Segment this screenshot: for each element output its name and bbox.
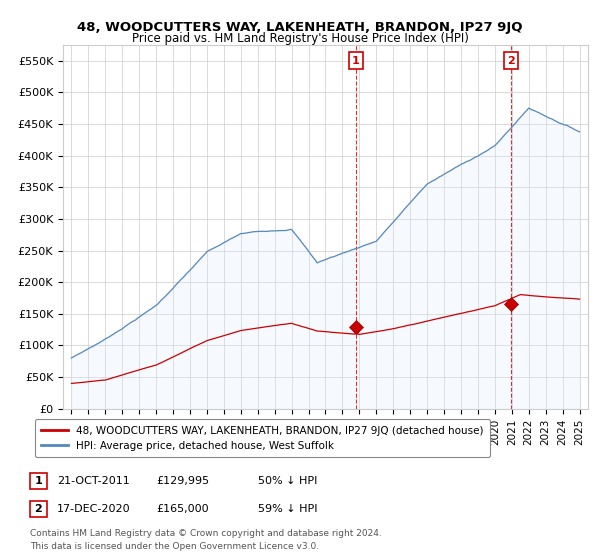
Text: £129,995: £129,995 xyxy=(156,476,209,486)
Text: 2: 2 xyxy=(35,504,42,514)
Text: 48, WOODCUTTERS WAY, LAKENHEATH, BRANDON, IP27 9JQ: 48, WOODCUTTERS WAY, LAKENHEATH, BRANDON… xyxy=(77,21,523,34)
Text: 50% ↓ HPI: 50% ↓ HPI xyxy=(258,476,317,486)
Text: Contains HM Land Registry data © Crown copyright and database right 2024.: Contains HM Land Registry data © Crown c… xyxy=(30,529,382,538)
Text: Price paid vs. HM Land Registry's House Price Index (HPI): Price paid vs. HM Land Registry's House … xyxy=(131,32,469,45)
Text: 2: 2 xyxy=(507,55,515,66)
Text: 17-DEC-2020: 17-DEC-2020 xyxy=(57,504,131,514)
Text: £165,000: £165,000 xyxy=(156,504,209,514)
Text: This data is licensed under the Open Government Licence v3.0.: This data is licensed under the Open Gov… xyxy=(30,542,319,550)
Text: 1: 1 xyxy=(352,55,360,66)
Text: 59% ↓ HPI: 59% ↓ HPI xyxy=(258,504,317,514)
Text: 1: 1 xyxy=(35,476,42,486)
Text: 21-OCT-2011: 21-OCT-2011 xyxy=(57,476,130,486)
Legend: 48, WOODCUTTERS WAY, LAKENHEATH, BRANDON, IP27 9JQ (detached house), HPI: Averag: 48, WOODCUTTERS WAY, LAKENHEATH, BRANDON… xyxy=(35,419,490,457)
